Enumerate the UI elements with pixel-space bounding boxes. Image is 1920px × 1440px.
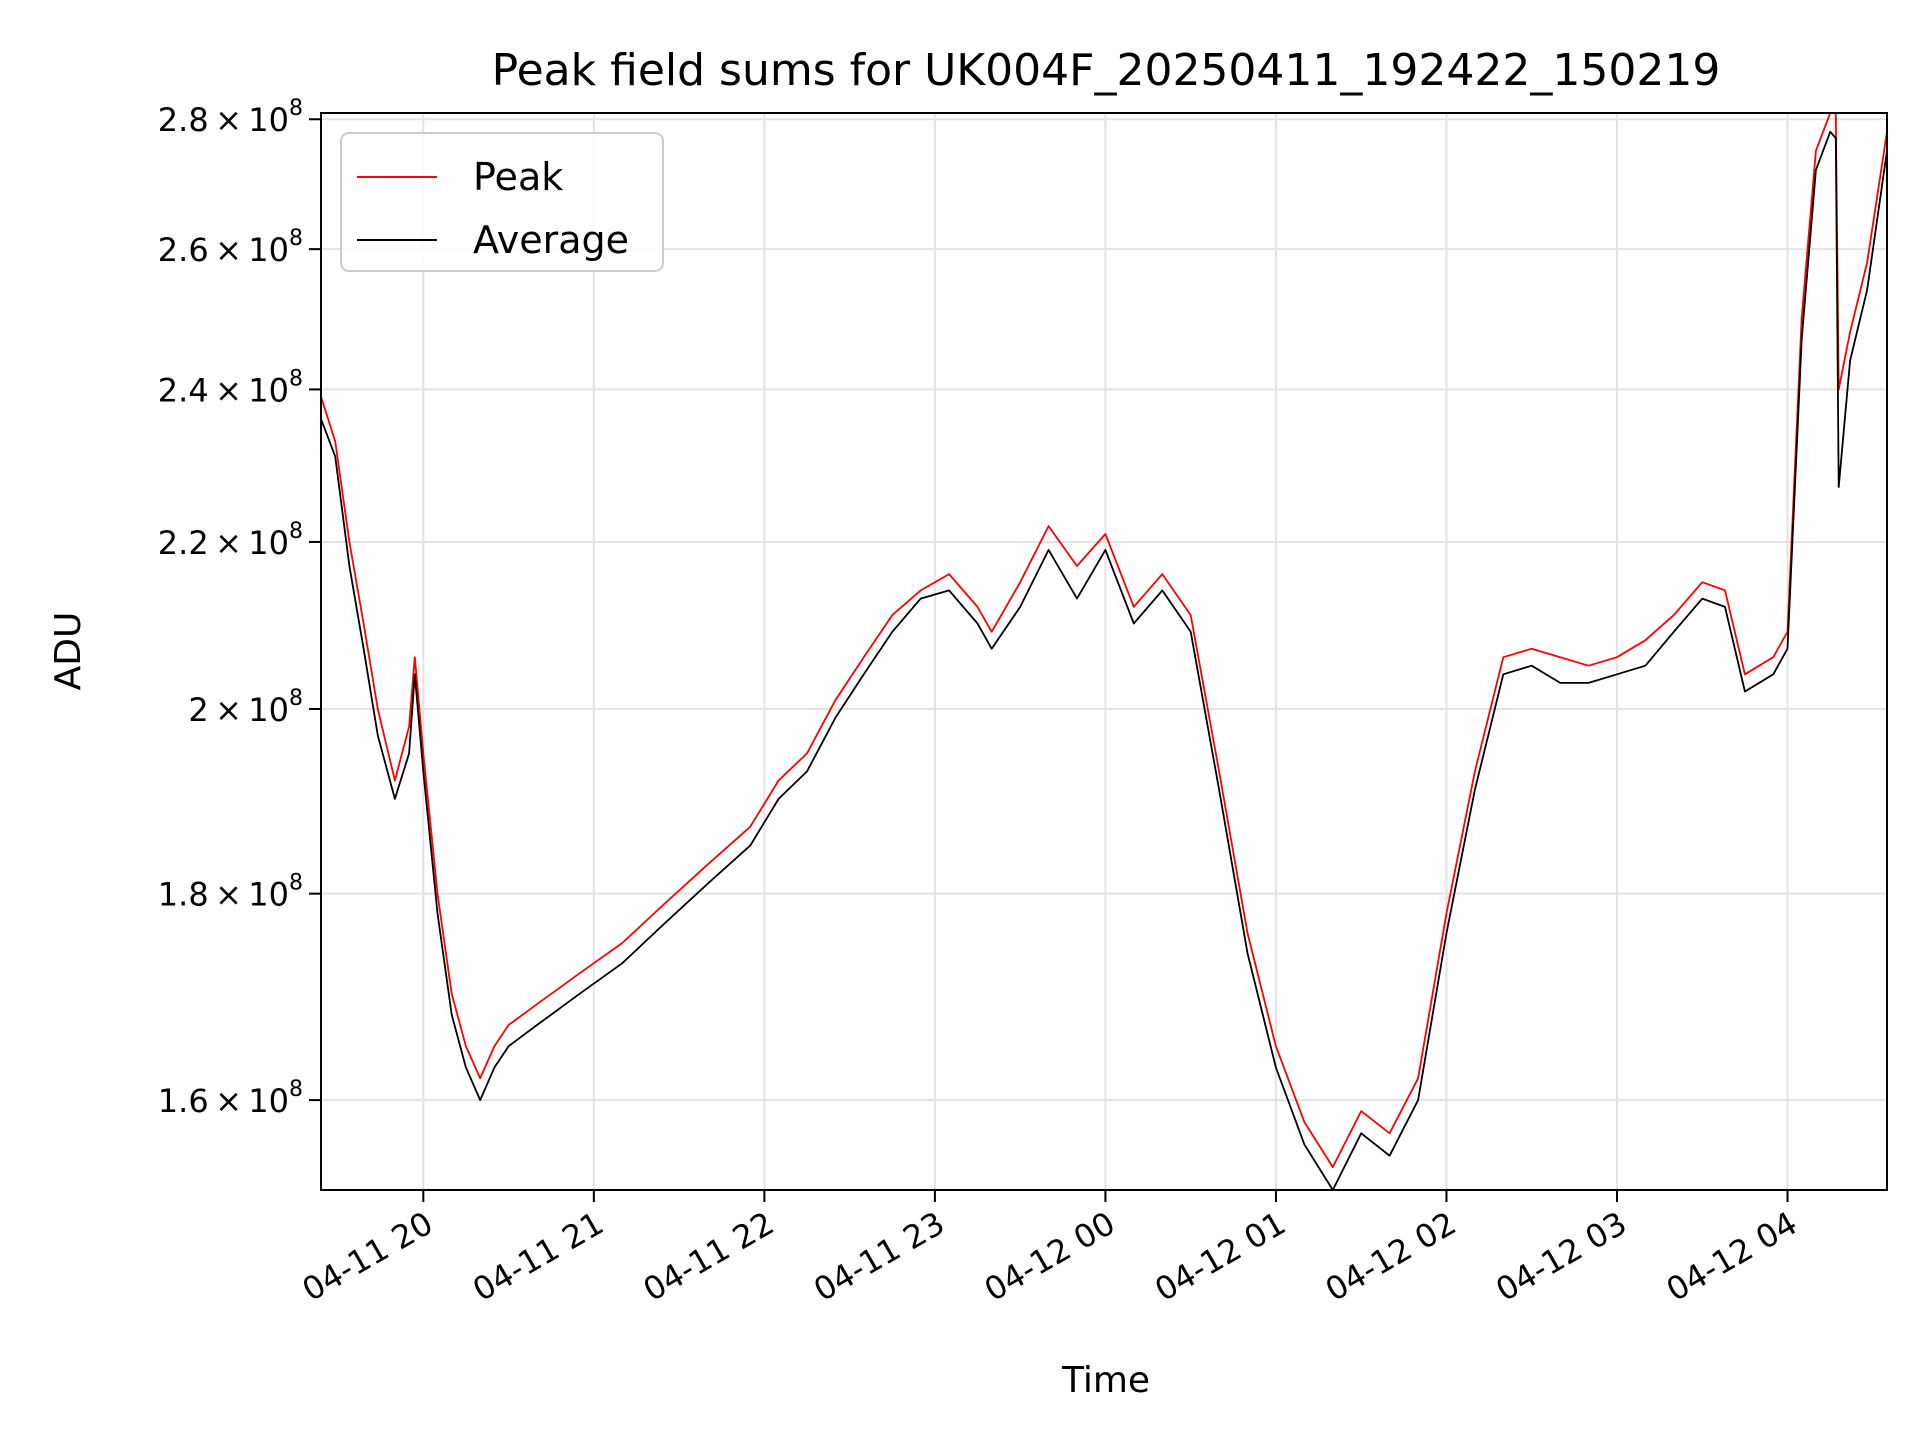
y-tick-exponent: 8: [289, 226, 303, 251]
series-layer: [321, 113, 1887, 1190]
y-tick-mantissa: 2.8: [158, 101, 209, 139]
y-tick-mantissa: 2: [188, 691, 208, 729]
y-tick-base: 10: [248, 524, 289, 562]
y-tick-exponent: 8: [289, 1077, 303, 1102]
y-tick-times: ×: [209, 1082, 249, 1120]
y-tick-label: 2.6 × 108: [158, 226, 303, 269]
y-tick-base: 10: [248, 371, 289, 409]
y-tick-times: ×: [209, 876, 249, 914]
y-tick-times: ×: [209, 231, 249, 269]
y-tick-mantissa: 1.8: [158, 876, 209, 914]
y-tick-base: 10: [248, 691, 289, 729]
y-tick-exponent: 8: [289, 871, 303, 896]
y-tick-exponent: 8: [289, 96, 303, 121]
y-tick-times: ×: [209, 524, 249, 562]
legend-label: Average: [473, 218, 629, 262]
y-tick-mantissa: 1.6: [158, 1082, 209, 1120]
grid: [321, 113, 1887, 1190]
y-axis-label: ADU: [48, 612, 89, 691]
y-tick-base: 10: [248, 876, 289, 914]
plot-frame: [320, 112, 1888, 1191]
y-tick-label: 1.6 × 108: [158, 1077, 303, 1120]
y-tick-base: 10: [248, 231, 289, 269]
y-tick-times: ×: [209, 101, 249, 139]
y-tick-times: ×: [209, 691, 249, 729]
y-tick-exponent: 8: [289, 686, 303, 711]
legend: Peak Average: [340, 132, 664, 272]
series-line-peak: [321, 113, 1887, 1168]
x-axis-label: Time: [1061, 1360, 1150, 1401]
y-tick-label: 1.8 × 108: [158, 871, 303, 914]
y-tick-mantissa: 2.4: [158, 371, 209, 409]
y-tick-label: 2.8 × 108: [158, 96, 303, 139]
y-tick-label: 2.2 × 108: [158, 519, 303, 562]
y-tick-label: 2 × 108: [188, 686, 303, 729]
y-tick-times: ×: [209, 371, 249, 409]
y-tick-exponent: 8: [289, 366, 303, 391]
y-tick-mantissa: 2.2: [158, 524, 209, 562]
series-line-average: [321, 130, 1887, 1190]
y-tick-mantissa: 2.6: [158, 231, 209, 269]
legend-box: [340, 132, 664, 272]
y-tick-exponent: 8: [289, 519, 303, 544]
y-tick-base: 10: [248, 1082, 289, 1120]
chart-title: Peak field sums for UK004F_20250411_1924…: [492, 45, 1721, 96]
legend-label: Peak: [473, 155, 563, 199]
y-tick-label: 2.4 × 108: [158, 366, 303, 409]
y-tick-base: 10: [248, 101, 289, 139]
